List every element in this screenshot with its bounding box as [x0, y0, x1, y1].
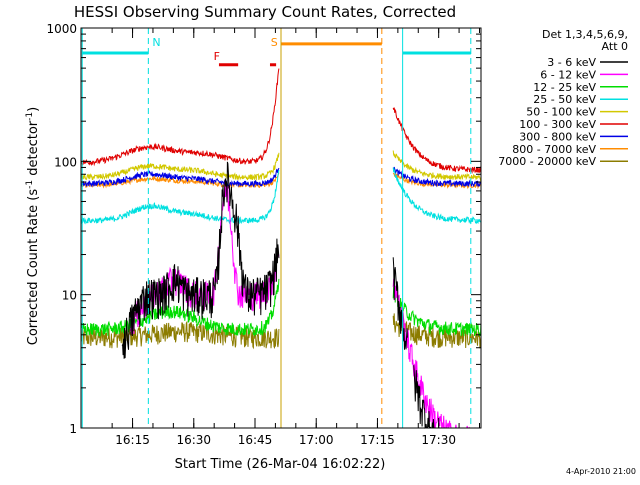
- x-tick-label-4: 17:15: [360, 433, 395, 447]
- x-axis-label: Start Time (26-Mar-04 16:02:22): [175, 457, 386, 472]
- legend-label-3: 25 - 50 keV: [533, 93, 596, 106]
- legend-label-0: 3 - 6 keV: [547, 56, 596, 69]
- series-layer: [80, 68, 482, 429]
- series-line-4-seg-1: [392, 150, 482, 182]
- ticks-layer: 1 10 100 1000 16:15 16:30 16:45 17:00 17:15 17:30: [46, 22, 481, 447]
- x-tick-label-0: 16:15: [115, 433, 150, 447]
- y-axis-label-sup2: -1: [25, 112, 35, 121]
- vertical-lines-layer: [81, 28, 472, 428]
- series-line-2-seg-0: [80, 278, 280, 337]
- legend-header-detectors: Det 1,3,4,5,6,9,: [542, 28, 628, 41]
- marker-f: F: [214, 50, 220, 63]
- y-axis-label-main: Corrected Count Rate (s: [26, 189, 41, 346]
- y-tick-label-3: 1000: [46, 22, 77, 36]
- y-axis-label: Corrected Count Rate (s-1 detector-1): [25, 107, 41, 345]
- series-line-2-seg-1: [392, 286, 482, 337]
- series-line-3-seg-1: [392, 167, 482, 225]
- y-axis-label-mid: detector: [26, 120, 41, 180]
- plot-frame: [80, 27, 482, 429]
- legend-label-5: 100 - 300 keV: [519, 118, 596, 131]
- status-bars-layer: [82, 42, 471, 67]
- y-tick-label-1: 10: [62, 289, 77, 303]
- x-tick-label-1: 16:30: [176, 433, 211, 447]
- series-line-4-seg-0: [80, 152, 280, 182]
- chart-title: HESSI Observing Summary Count Rates, Cor…: [74, 3, 456, 21]
- legend-label-4: 50 - 100 keV: [526, 106, 596, 119]
- series-line-3-seg-0: [80, 169, 280, 225]
- legend-label-2: 12 - 25 keV: [533, 81, 596, 94]
- legend-label-8: 7000 - 20000 keV: [498, 155, 596, 168]
- y-tick-label-2: 100: [54, 155, 77, 169]
- y-axis-label-sup1: -1: [25, 180, 35, 189]
- y-axis-label-end: ): [26, 107, 41, 112]
- marker-s: S: [271, 36, 278, 49]
- series-line-8-seg-0: [80, 320, 280, 350]
- series-line-6-seg-0: [80, 167, 280, 188]
- series-line-5-seg-1: [392, 107, 481, 174]
- series-line-1-seg-1: [392, 278, 481, 429]
- series-line-0-seg-0: [121, 161, 280, 359]
- series-line-5-seg-0: [80, 68, 280, 167]
- legend-label-6: 300 - 800 keV: [519, 130, 596, 143]
- series-line-7-seg-0: [80, 172, 280, 189]
- markers-layer: N F S: [152, 36, 277, 63]
- legend-header-attenuator: Att 0: [602, 40, 628, 53]
- x-tick-label-3: 17:00: [299, 433, 334, 447]
- marker-n: N: [152, 36, 160, 49]
- x-tick-label-5: 17:30: [421, 433, 456, 447]
- legend-label-1: 6 - 12 keV: [540, 68, 596, 81]
- x-tick-label-2: 16:45: [238, 433, 273, 447]
- y-tick-label-0: 1: [69, 422, 77, 436]
- legend-label-7: 800 - 7000 keV: [512, 143, 596, 156]
- series-line-6-seg-1: [392, 166, 482, 188]
- footer-timestamp: 4-Apr-2010 21:00: [566, 467, 636, 476]
